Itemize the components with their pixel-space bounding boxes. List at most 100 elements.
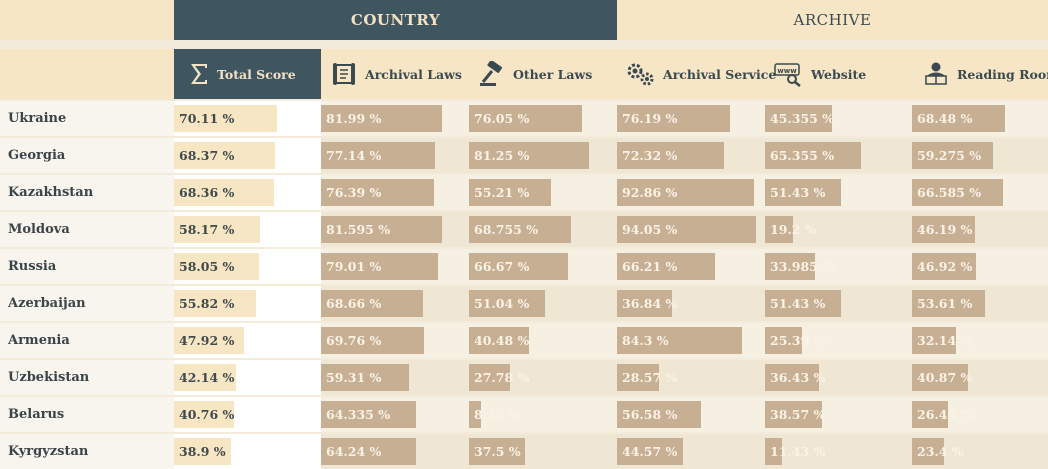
score-bar bbox=[765, 105, 832, 132]
score-bar bbox=[765, 142, 861, 169]
score-bar bbox=[617, 290, 672, 317]
score-value: 76.39 % bbox=[326, 185, 382, 200]
country-name[interactable]: Georgia bbox=[0, 138, 174, 173]
score-bar bbox=[912, 179, 1003, 206]
column-header-total-score[interactable]: Total Score bbox=[174, 49, 321, 99]
score-value: 25.39 % bbox=[770, 333, 826, 348]
score-bar bbox=[765, 364, 819, 391]
score-value: 68.755 % bbox=[474, 222, 539, 237]
total-score-value: 40.76 % bbox=[179, 407, 235, 422]
total-score-bar bbox=[174, 142, 275, 169]
column-header-archival-laws[interactable]: Archival Laws bbox=[330, 49, 470, 99]
score-value: 77.14 % bbox=[326, 148, 382, 163]
score-bar bbox=[469, 401, 481, 428]
score-value: 66.21 % bbox=[622, 259, 678, 274]
score-bar bbox=[912, 253, 976, 280]
score-bar bbox=[765, 253, 815, 280]
score-bar bbox=[912, 401, 948, 428]
score-bar bbox=[321, 216, 442, 243]
score-value: 23.4 % bbox=[917, 444, 964, 459]
svg-text:www: www bbox=[777, 67, 797, 75]
score-value: 28.57 % bbox=[622, 370, 678, 385]
score-value: 84.3 % bbox=[622, 333, 669, 348]
score-value: 53.61 % bbox=[917, 296, 973, 311]
score-bar bbox=[469, 105, 582, 132]
total-score-value: 58.05 % bbox=[179, 259, 235, 274]
score-value: 59.31 % bbox=[326, 370, 382, 385]
column-label: Website bbox=[811, 66, 867, 82]
score-value: 68.48 % bbox=[917, 111, 973, 126]
score-bar bbox=[617, 142, 724, 169]
country-name[interactable]: Armenia bbox=[0, 323, 174, 358]
total-score-bar bbox=[174, 179, 274, 206]
score-bar bbox=[765, 290, 841, 317]
column-header-reading-room[interactable]: Reading Room bbox=[922, 49, 1048, 99]
score-bar bbox=[321, 105, 442, 132]
score-value: 36.84 % bbox=[622, 296, 678, 311]
score-bar bbox=[321, 401, 416, 428]
score-bar bbox=[321, 253, 438, 280]
score-value: 79.01 % bbox=[326, 259, 382, 274]
score-bar bbox=[765, 327, 802, 354]
score-value: 11.43 % bbox=[770, 444, 826, 459]
score-value: 32.14 % bbox=[917, 333, 973, 348]
score-value: 92.86 % bbox=[622, 185, 678, 200]
country-name[interactable]: Kyrgyzstan bbox=[0, 434, 174, 469]
score-value: 81.99 % bbox=[326, 111, 382, 126]
country-name[interactable]: Azerbaijan bbox=[0, 286, 174, 321]
score-bar bbox=[617, 179, 754, 206]
score-bar bbox=[617, 401, 701, 428]
score-value: 46.19 % bbox=[917, 222, 973, 237]
score-bar bbox=[617, 364, 659, 391]
score-value: 45.355 % bbox=[770, 111, 835, 126]
column-header-other-laws[interactable]: Other Laws bbox=[478, 49, 616, 99]
score-value: 64.24 % bbox=[326, 444, 382, 459]
score-bar bbox=[912, 105, 1005, 132]
score-value: 37.5 % bbox=[474, 444, 521, 459]
score-bar bbox=[321, 327, 424, 354]
score-bar bbox=[912, 142, 993, 169]
score-value: 76.19 % bbox=[622, 111, 678, 126]
column-header-archival-service[interactable]: Archival Service bbox=[626, 49, 776, 99]
country-name[interactable]: Uzbekistan bbox=[0, 360, 174, 395]
header-spacer bbox=[0, 0, 174, 40]
tab-country[interactable]: COUNTRY bbox=[174, 0, 617, 40]
column-header-website[interactable]: www Website bbox=[774, 49, 910, 99]
score-value: 46.92 % bbox=[917, 259, 973, 274]
country-name[interactable]: Moldova bbox=[0, 212, 174, 247]
score-bar bbox=[765, 216, 793, 243]
score-value: 38.57 % bbox=[770, 407, 826, 422]
total-score-value: 47.92 % bbox=[179, 333, 235, 348]
country-name[interactable]: Belarus bbox=[0, 397, 174, 432]
score-bar bbox=[469, 253, 568, 280]
column-label: Total Score bbox=[217, 66, 296, 82]
score-bar bbox=[469, 438, 525, 465]
total-score-value: 38.9 % bbox=[179, 444, 226, 459]
score-value: 36.43 % bbox=[770, 370, 826, 385]
score-value: 81.25 % bbox=[474, 148, 530, 163]
column-label: Archival Service bbox=[663, 66, 777, 82]
country-name[interactable]: Russia bbox=[0, 249, 174, 284]
score-bar bbox=[617, 253, 715, 280]
score-bar bbox=[321, 142, 435, 169]
tab-archive[interactable]: ARCHIVE bbox=[617, 0, 1048, 40]
total-score-bar bbox=[174, 401, 234, 428]
score-bar bbox=[469, 216, 571, 243]
country-name[interactable]: Kazakhstan bbox=[0, 175, 174, 210]
total-score-value: 68.36 % bbox=[179, 185, 235, 200]
score-value: 51.43 % bbox=[770, 296, 826, 311]
score-bar bbox=[912, 438, 944, 465]
score-bar bbox=[912, 327, 956, 354]
score-value: 56.58 % bbox=[622, 407, 678, 422]
score-bar bbox=[765, 438, 782, 465]
score-bar bbox=[321, 364, 409, 391]
total-score-value: 70.11 % bbox=[179, 111, 235, 126]
score-value: 72.32 % bbox=[622, 148, 678, 163]
total-score-bar bbox=[174, 364, 236, 391]
score-value: 66.67 % bbox=[474, 259, 530, 274]
reader-icon bbox=[925, 62, 947, 85]
country-name[interactable]: Ukraine bbox=[0, 101, 174, 136]
score-value: 40.48 % bbox=[474, 333, 530, 348]
score-bar bbox=[321, 290, 423, 317]
total-score-bar bbox=[174, 327, 244, 354]
